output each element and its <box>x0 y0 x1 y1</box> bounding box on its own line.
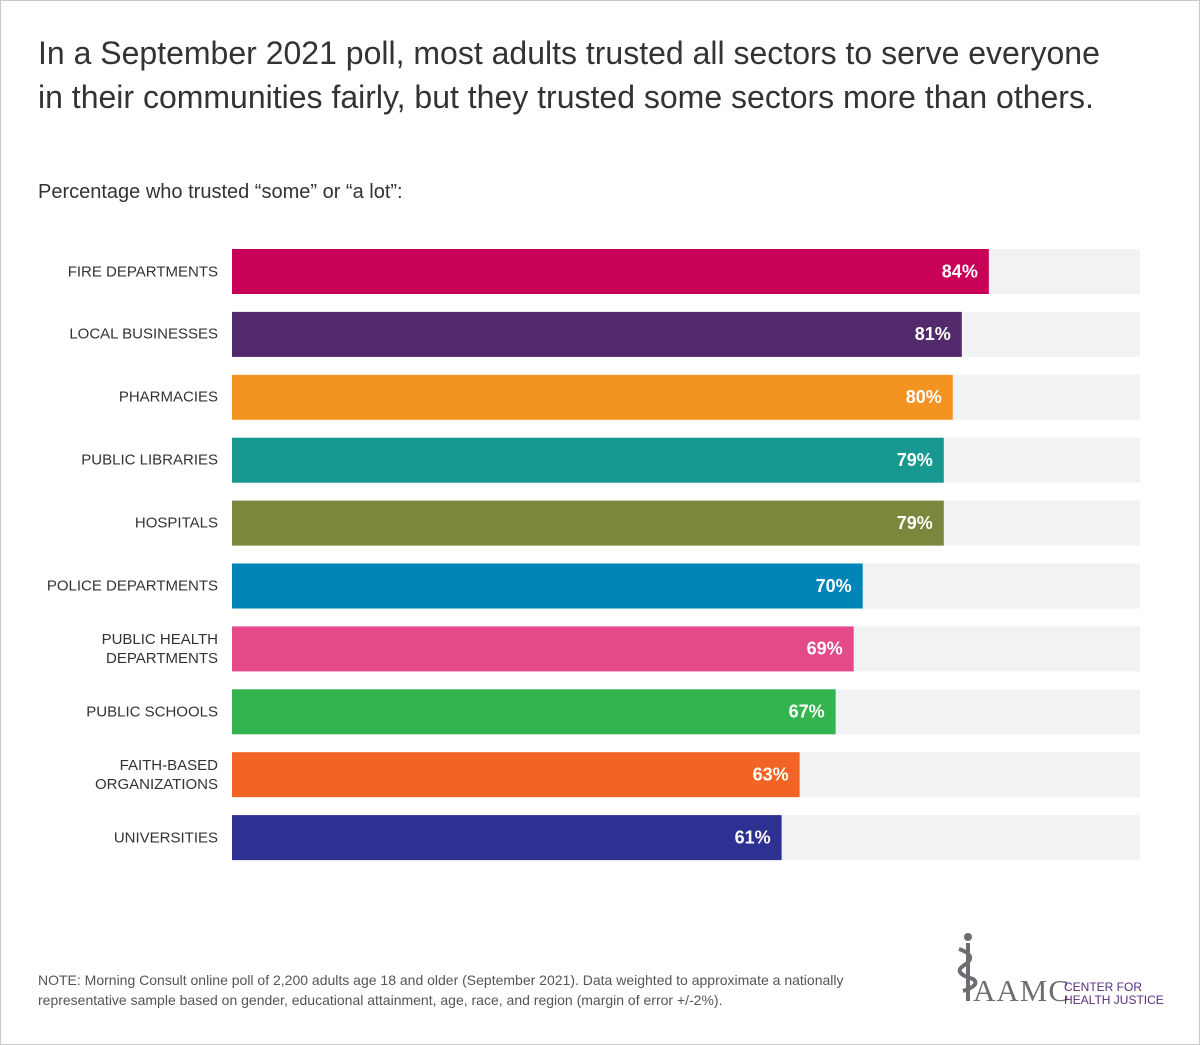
value-label: 67% <box>789 702 825 722</box>
chart-title: In a September 2021 poll, most adults tr… <box>38 35 1100 115</box>
bar <box>232 311 962 357</box>
category-label: PUBLIC LIBRARIES <box>81 451 218 469</box>
bar <box>232 437 944 483</box>
bar <box>232 689 836 735</box>
category-label: FAITH-BASED ORGANIZATIONS <box>94 756 218 793</box>
logo-name: AAMC <box>973 973 1071 1008</box>
value-label: 79% <box>897 513 933 533</box>
logo-tagline: CENTER FOR HEALTH JUSTICE <box>1064 980 1164 1007</box>
bar <box>232 374 953 420</box>
value-label: 81% <box>915 324 951 344</box>
category-label: POLICE DEPARTMENTS <box>46 577 218 595</box>
value-label: 63% <box>753 764 789 784</box>
value-label: 80% <box>906 387 942 407</box>
category-label: PHARMACIES <box>118 388 218 406</box>
value-label: 79% <box>897 450 933 470</box>
bar <box>232 249 989 294</box>
bar <box>232 752 800 798</box>
category-label: PUBLIC HEALTH DEPARTMENTS <box>101 630 218 667</box>
bar <box>232 500 944 546</box>
category-label: HOSPITALS <box>134 514 218 532</box>
value-label: 61% <box>735 827 771 847</box>
value-label: 84% <box>942 261 978 281</box>
bar <box>232 563 863 609</box>
category-label: LOCAL BUSINESSES <box>69 325 218 343</box>
value-label: 70% <box>816 576 852 596</box>
chart-subtitle: Percentage who trusted “some” or “a lot”… <box>38 181 403 203</box>
note: NOTE: Morning Consult online poll of 2,2… <box>38 972 844 1008</box>
bar <box>232 626 854 672</box>
category-label: FIRE DEPARTMENTS <box>67 263 218 280</box>
category-label: PUBLIC SCHOOLS <box>86 703 218 721</box>
bar <box>232 815 782 861</box>
value-label: 69% <box>807 639 843 659</box>
logo-mark <box>957 933 978 1001</box>
category-label: UNIVERSITIES <box>113 829 218 847</box>
